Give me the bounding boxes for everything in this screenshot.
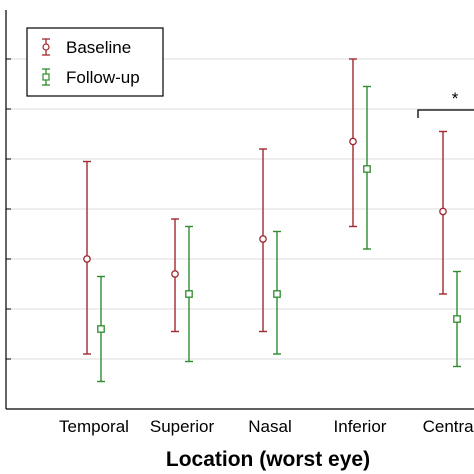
- series-follow-up: [97, 85, 461, 383]
- mean-point: [453, 315, 461, 323]
- mean-point: [363, 165, 371, 173]
- legend-label: Baseline: [66, 38, 131, 57]
- mean-point: [83, 255, 91, 263]
- legend-marker: [42, 43, 50, 51]
- grid-lines: [6, 58, 474, 360]
- legend-item-follow-up: Follow-up: [42, 68, 140, 87]
- significance-star: *: [452, 89, 459, 108]
- x-tick-label: Temporal: [59, 417, 129, 436]
- data-series: [83, 58, 461, 383]
- mean-point: [97, 325, 105, 333]
- significance-bracket: [417, 109, 474, 118]
- mean-point: [439, 207, 447, 216]
- significance-annotation: *: [417, 89, 474, 118]
- x-tick-label: Inferior: [334, 417, 387, 436]
- legend-item-baseline: Baseline: [42, 38, 131, 57]
- series-baseline: [83, 58, 447, 355]
- legend-marker: [42, 73, 50, 81]
- mean-point: [185, 290, 193, 298]
- mean-point: [259, 235, 267, 243]
- mean-point: [273, 290, 281, 298]
- x-axis-title: Location (worst eye): [166, 448, 370, 471]
- mean-point: [349, 137, 357, 146]
- x-tick-labels: Temporal Superior Nasal Inferior Central: [59, 417, 474, 436]
- legend: Baseline Follow-up: [26, 27, 164, 97]
- x-tick-label: Central: [423, 417, 474, 436]
- x-tick-label: Superior: [150, 417, 215, 436]
- legend-label: Follow-up: [66, 68, 140, 87]
- mean-point: [171, 270, 179, 278]
- axes: [5, 10, 474, 410]
- x-tick-label: Nasal: [248, 417, 291, 436]
